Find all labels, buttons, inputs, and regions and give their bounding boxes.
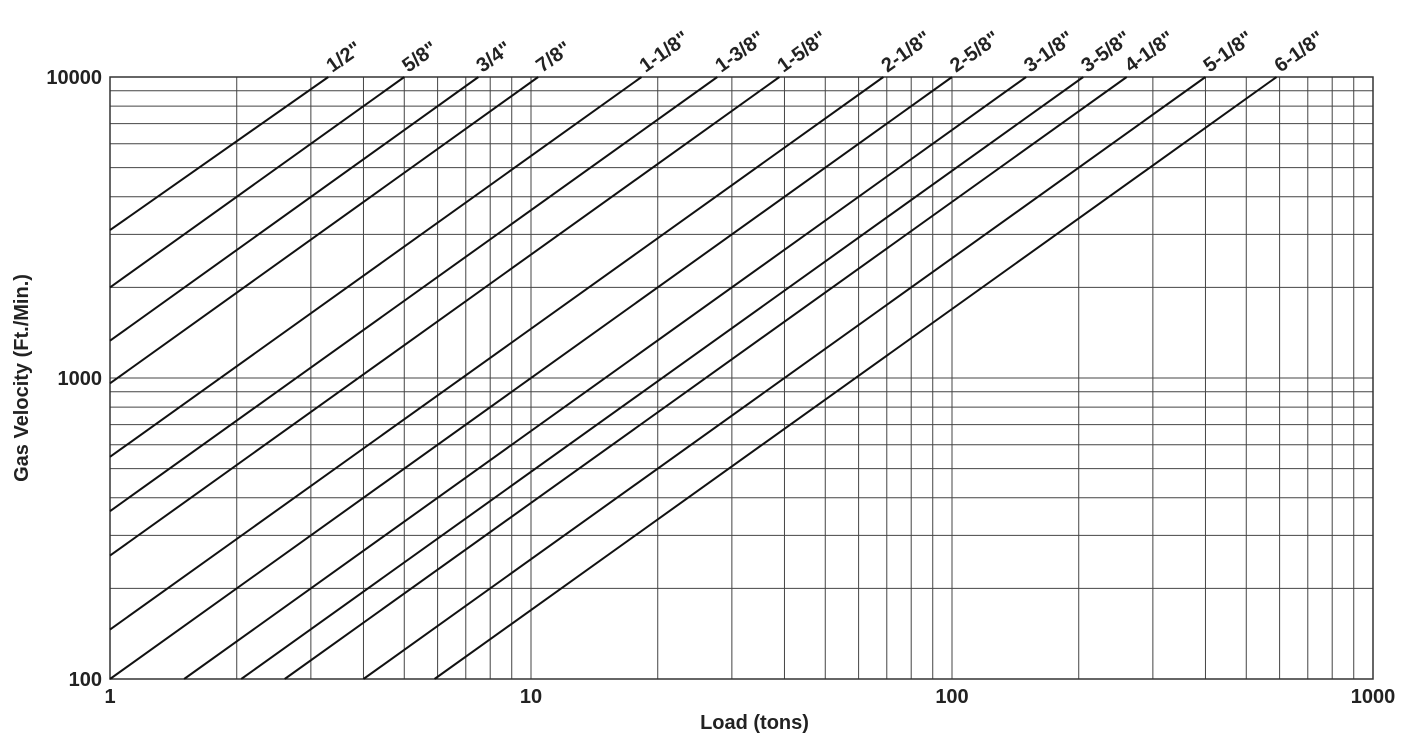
series-label: 1/2" [323, 38, 366, 77]
series-labels: 1/2" 5/8" 3/4" 7/8" 1-1/8" 1-3/8" 1-5/8" 2-1/8"… [323, 27, 1329, 77]
series-label: 7/8" [532, 37, 575, 77]
series-label: 3/4" [473, 37, 516, 77]
y-tick-label: 100 [69, 669, 102, 691]
series-label: 1-5/8" [773, 27, 831, 77]
series-line [109, 76, 405, 289]
series-label: 5-1/8" [1200, 27, 1258, 77]
series-line [109, 76, 884, 631]
series-line [109, 76, 329, 231]
series-line [433, 76, 1278, 680]
series-line [109, 76, 479, 342]
series-label: 2-1/8" [877, 27, 935, 77]
series-line [183, 76, 1027, 680]
series-line [109, 76, 953, 680]
plot-frame [109, 76, 1374, 680]
x-tick-labels: 1 10 100 1000 [104, 686, 1395, 708]
series-label: 3-5/8" [1077, 27, 1135, 77]
series-label: 3-1/8" [1020, 27, 1078, 77]
y-axis-label: Gas Velocity (Ft./Min.) [11, 274, 33, 482]
series-label: 6-1/8" [1271, 27, 1329, 77]
series-line [240, 76, 1084, 680]
x-tick-label: 10 [520, 686, 542, 708]
x-tick-label: 100 [935, 686, 968, 708]
y-tick-labels: 100 1000 10000 [46, 67, 102, 691]
x-axis-label: Load (tons) [700, 712, 809, 734]
series-line [284, 76, 1128, 680]
y-tick-label: 10000 [46, 67, 102, 89]
y-tick-label: 1000 [58, 368, 103, 390]
series-line [362, 76, 1207, 680]
series-line [109, 76, 718, 513]
series-label: 1-3/8" [711, 27, 769, 77]
x-tick-label: 1 [104, 686, 115, 708]
series-label: 5/8" [398, 37, 441, 77]
grid [109, 76, 1374, 680]
series-line [109, 76, 539, 385]
x-tick-label: 1000 [1351, 686, 1396, 708]
series-label: 2-5/8" [946, 27, 1004, 77]
series-label: 4-1/8" [1121, 27, 1179, 77]
series-label: 1-1/8" [636, 27, 694, 77]
series-line [109, 76, 643, 458]
series-lines [109, 76, 1278, 680]
series-line [109, 76, 780, 557]
